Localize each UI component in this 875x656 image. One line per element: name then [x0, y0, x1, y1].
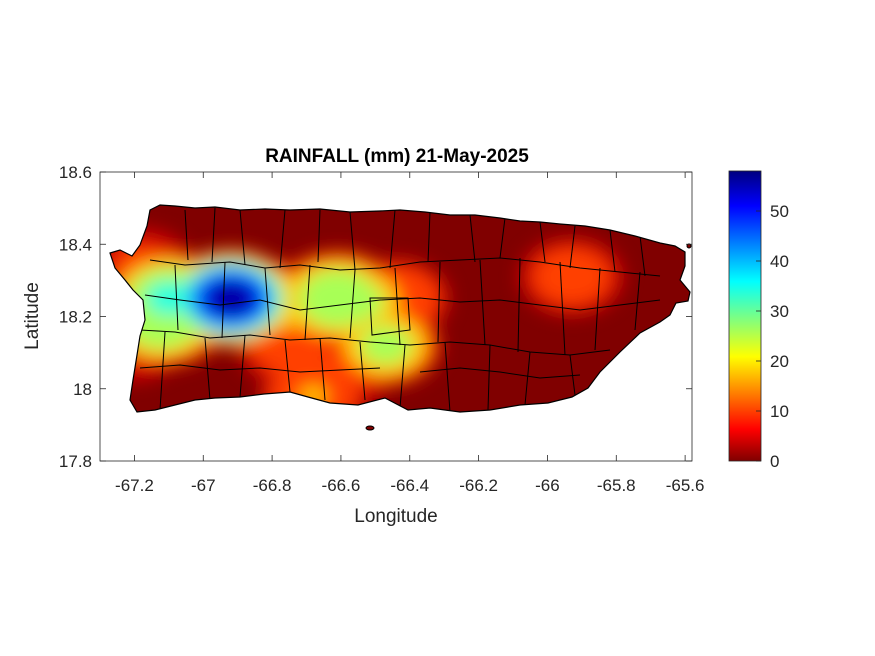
x-axis-label: Longitude — [354, 506, 437, 527]
chart-title: RAINFALL (mm) 21-May-2025 — [265, 146, 529, 167]
municipal-boundary — [479, 259, 486, 346]
municipal-boundary — [239, 209, 246, 266]
y-axis-label: Latitude — [22, 282, 43, 350]
municipal-boundary — [139, 364, 381, 373]
rain-contour-level-26 — [359, 326, 412, 365]
x-tick-label: -65.6 — [666, 476, 705, 495]
municipal-boundary — [204, 337, 211, 401]
municipal-boundary — [317, 209, 321, 263]
municipal-boundary — [559, 261, 566, 356]
colorbar-tick-label: 50 — [770, 202, 789, 221]
municipal-boundary — [221, 261, 226, 339]
y-axis: 18.6 18.4 18.2 18 17.8 — [59, 163, 692, 471]
colorbar-tick-label: 10 — [770, 402, 789, 421]
x-tick-label: -66.6 — [322, 476, 361, 495]
y-tick-label: 18.6 — [59, 163, 92, 182]
rain-contour-level-26 — [298, 269, 377, 328]
islet-caja-de-muertos — [365, 425, 375, 431]
municipal-boundary — [569, 225, 576, 269]
municipal-boundary — [517, 257, 521, 353]
municipal-boundary — [159, 331, 166, 411]
x-tick-label: -66.8 — [253, 476, 292, 495]
municipal-boundary — [609, 229, 616, 273]
x-tick-label: -66.4 — [390, 476, 429, 495]
colorbar-tick-label: 20 — [770, 352, 789, 371]
colorbar-tick-label: 0 — [770, 452, 779, 471]
x-tick-label: -65.8 — [597, 476, 636, 495]
municipal-boundary — [144, 294, 661, 311]
rain-contour-level-56 — [207, 280, 255, 317]
municipal-boundary — [499, 217, 506, 259]
colorbar: 0 10 20 30 40 50 — [728, 170, 789, 471]
x-tick-label: -66 — [535, 476, 560, 495]
municipal-boundary — [524, 351, 531, 406]
municipal-boundary — [569, 354, 576, 396]
municipal-boundary — [174, 264, 179, 331]
y-tick-label: 18.2 — [59, 308, 92, 327]
x-axis: -67.2 -67 -66.8 -66.6 -66.4 -66.2 -66 -65.8 -65.… — [115, 172, 704, 495]
x-tick-label: -67 — [191, 476, 216, 495]
municipal-boundary — [469, 214, 476, 263]
small-islets — [365, 243, 692, 431]
municipal-boundary — [437, 261, 441, 343]
municipal-boundary — [369, 297, 411, 336]
municipal-boundary — [359, 341, 366, 401]
municipal-boundary — [239, 334, 246, 398]
municipal-boundary — [389, 209, 396, 269]
plot-area — [99, 171, 693, 462]
municipal-boundary — [284, 339, 291, 393]
municipal-boundary — [319, 337, 326, 401]
municipal-boundary — [639, 235, 646, 277]
municipal-boundary — [149, 257, 661, 277]
municipal-boundary — [444, 341, 451, 412]
municipal-boundary — [399, 344, 406, 409]
municipal-boundary — [279, 209, 286, 269]
y-tick-label: 17.8 — [59, 452, 92, 471]
y-tick-label: 18 — [73, 380, 92, 399]
colorbar-tick-label: 40 — [770, 252, 789, 271]
municipal-boundary — [539, 221, 546, 263]
municipal-boundary — [427, 211, 431, 263]
colorbar-ticks: 0 10 20 30 40 50 — [756, 202, 789, 471]
municipal-boundary — [349, 211, 356, 271]
municipal-boundary — [211, 207, 216, 263]
municipal-boundary — [349, 269, 356, 339]
municipal-boundary — [264, 267, 271, 336]
island-outline — [109, 204, 691, 413]
colorbar-gradient — [728, 170, 762, 462]
municipal-boundary — [184, 209, 189, 261]
municipal-boundary — [594, 267, 601, 351]
y-tick-label: 18.4 — [59, 235, 92, 254]
municipal-boundary — [394, 267, 401, 346]
colorbar-tick-label: 30 — [770, 302, 789, 321]
municipal-boundary — [634, 271, 641, 331]
municipal-boundary — [487, 344, 491, 411]
municipal-boundary — [304, 264, 311, 341]
x-tick-label: -66.2 — [459, 476, 498, 495]
x-tick-label: -67.2 — [115, 476, 154, 495]
rain-contour-level-10 — [533, 248, 610, 305]
municipal-boundaries — [139, 207, 661, 412]
